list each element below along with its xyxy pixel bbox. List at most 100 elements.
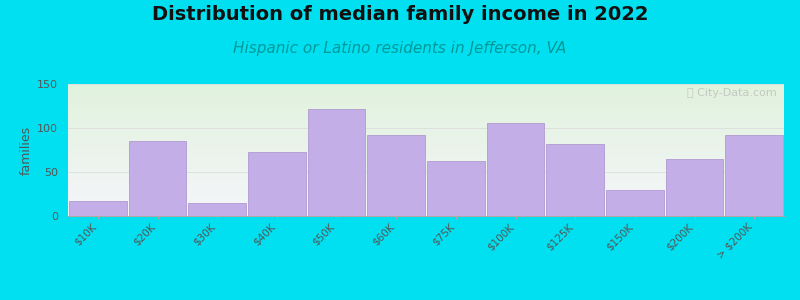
Bar [68, 209, 784, 210]
Bar [68, 164, 784, 165]
Bar [68, 213, 784, 214]
Bar [68, 103, 784, 104]
Bar [68, 135, 784, 136]
Text: Hispanic or Latino residents in Jefferson, VA: Hispanic or Latino residents in Jefferso… [234, 40, 566, 56]
Bar [68, 176, 784, 177]
Bar [68, 120, 784, 121]
Bar [68, 126, 784, 127]
Text: Distribution of median family income in 2022: Distribution of median family income in … [152, 4, 648, 23]
Bar [68, 205, 784, 206]
Bar [68, 121, 784, 122]
Bar [68, 104, 784, 105]
Bar [68, 123, 784, 124]
Bar [68, 134, 784, 135]
Bar [68, 169, 784, 170]
Bar [546, 144, 604, 216]
Bar [68, 141, 784, 142]
Bar [68, 97, 784, 98]
Bar [248, 152, 306, 216]
Bar [666, 159, 723, 216]
Bar [68, 173, 784, 174]
Bar [68, 165, 784, 166]
Bar [68, 211, 784, 212]
Bar [68, 185, 784, 186]
Bar [68, 191, 784, 192]
Bar [68, 162, 784, 163]
Bar [68, 157, 784, 158]
Bar [68, 158, 784, 159]
Bar [68, 174, 784, 175]
Bar [68, 98, 784, 99]
Bar [68, 203, 784, 204]
Y-axis label: families: families [20, 125, 33, 175]
Bar [68, 210, 784, 211]
Bar [68, 204, 784, 205]
Bar [68, 125, 784, 126]
Bar [68, 201, 784, 202]
Bar [68, 148, 784, 149]
Bar [68, 115, 784, 116]
Bar [69, 201, 126, 216]
Bar [68, 152, 784, 153]
Bar [68, 147, 784, 148]
Bar [68, 206, 784, 207]
Bar [68, 150, 784, 151]
Bar [68, 195, 784, 196]
Bar [68, 189, 784, 190]
Bar [68, 156, 784, 157]
Bar [68, 183, 784, 184]
Bar [68, 96, 784, 97]
Bar [68, 90, 784, 91]
Bar [68, 138, 784, 139]
Bar [68, 124, 784, 125]
Bar [68, 100, 784, 101]
Bar [68, 93, 784, 94]
Bar [68, 112, 784, 113]
Bar [427, 160, 485, 216]
Bar [68, 85, 784, 86]
Bar [68, 212, 784, 213]
Bar [68, 184, 784, 185]
Bar [68, 116, 784, 117]
Bar [68, 193, 784, 194]
Bar [68, 142, 784, 143]
Bar [68, 215, 784, 216]
Bar [68, 113, 784, 114]
Bar [68, 101, 784, 102]
Bar [68, 86, 784, 87]
Bar [68, 88, 784, 89]
Bar [68, 207, 784, 208]
Bar [68, 194, 784, 195]
Bar [68, 181, 784, 182]
Bar [68, 105, 784, 106]
Bar [486, 123, 545, 216]
Bar [68, 128, 784, 129]
Bar [68, 208, 784, 209]
Bar [68, 144, 784, 145]
Bar [68, 187, 784, 188]
Bar [68, 154, 784, 155]
Bar [68, 161, 784, 162]
Bar [68, 117, 784, 118]
Bar [68, 200, 784, 201]
Bar [68, 167, 784, 168]
Bar [68, 153, 784, 154]
Bar [68, 143, 784, 144]
Bar [68, 140, 784, 141]
Bar [68, 179, 784, 180]
Bar [68, 136, 784, 137]
Bar [68, 168, 784, 169]
Bar [68, 132, 784, 133]
Bar [68, 102, 784, 103]
Bar [68, 91, 784, 92]
Bar [68, 151, 784, 152]
Bar [68, 199, 784, 200]
Bar [68, 192, 784, 193]
Bar [68, 118, 784, 119]
Bar [68, 87, 784, 88]
Bar [68, 182, 784, 183]
Bar [68, 95, 784, 96]
Bar [68, 198, 784, 199]
Bar [307, 109, 366, 216]
Bar [68, 92, 784, 93]
